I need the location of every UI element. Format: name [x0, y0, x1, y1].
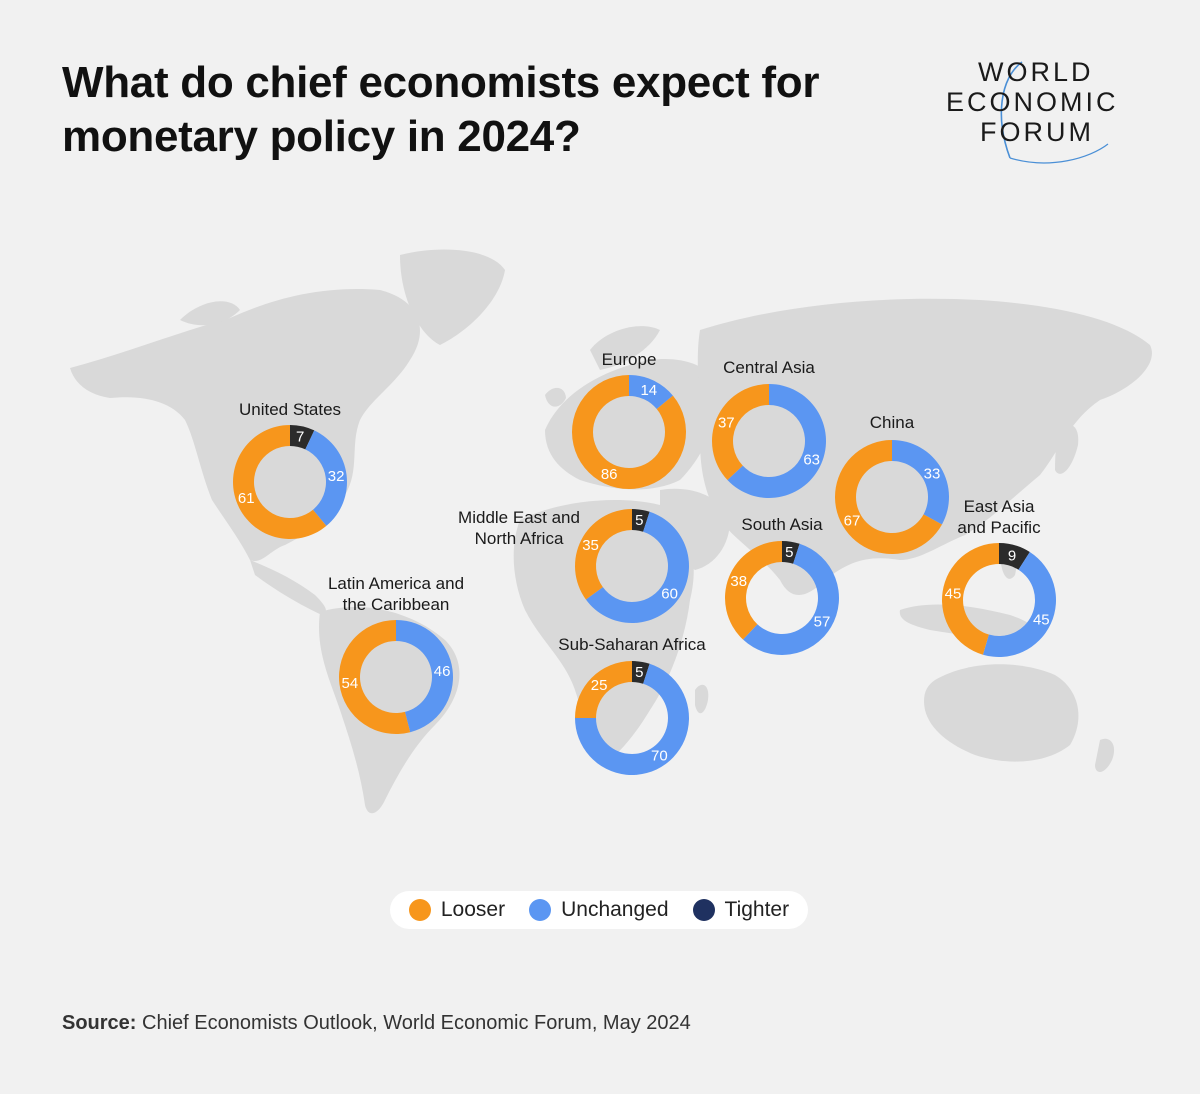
legend-label-unchanged: Unchanged	[561, 898, 669, 921]
value-label-looser-south-asia: 38	[730, 573, 747, 590]
legend-label-looser: Looser	[440, 898, 506, 921]
legend-swatch-unchanged	[529, 899, 552, 921]
legend-item-tighter: Tighter	[692, 898, 790, 922]
value-label-tighter-middle-east-and-north-africa: 5	[635, 512, 643, 529]
value-label-looser-middle-east-and-north-africa: 35	[582, 537, 599, 554]
slice-tighter-sub-saharan-africa	[632, 661, 650, 684]
slice-looser-united-states	[233, 425, 327, 539]
donut-europe: Europe 14 86	[572, 350, 687, 489]
value-label-looser-east-asia-and-pacific: 45	[945, 585, 962, 602]
slice-tighter-east-asia-and-pacific	[999, 543, 1030, 570]
donut-south-asia: South Asia 5 57 38	[725, 515, 840, 656]
value-label-unchanged-united-states: 32	[328, 468, 345, 485]
source-label: Source:	[62, 1012, 137, 1034]
value-label-looser-central-asia: 37	[718, 415, 735, 432]
region-label-united-states: United States	[239, 400, 341, 419]
region-label-south-asia: South Asia	[741, 515, 823, 534]
slice-unchanged-middle-east-and-north-africa	[585, 511, 689, 623]
donut-sub-saharan-africa: Sub-Saharan Africa 5 70 25	[558, 635, 706, 776]
value-label-unchanged-east-asia-and-pacific: 45	[1033, 611, 1050, 628]
slice-unchanged-east-asia-and-pacific	[982, 552, 1057, 658]
donut-middle-east-and-north-africa: Middle East and North Africa 5 60 35	[458, 508, 689, 623]
wef-logo: WORLD ECONOMIC FORUM	[940, 58, 1150, 168]
donut-latin-america-and-the-caribbean: Latin America and the Caribbean 46 54	[328, 574, 464, 735]
legend-item-unchanged: Unchanged	[529, 898, 669, 922]
region-label-east-asia-and-pacific: East Asia and Pacific	[957, 497, 1041, 537]
slice-unchanged-central-asia	[727, 384, 826, 498]
logo-line-3: FORUM	[980, 117, 1094, 147]
slice-unchanged-south-asia	[742, 543, 840, 656]
value-label-looser-united-states: 61	[238, 490, 255, 507]
slice-unchanged-united-states	[305, 430, 347, 526]
value-label-unchanged-central-asia: 63	[803, 451, 820, 468]
region-label-china: China	[870, 413, 915, 432]
slice-looser-east-asia-and-pacific	[941, 543, 999, 655]
logo-arc-icon	[1000, 61, 1109, 164]
region-label-europe: Europe	[602, 350, 657, 369]
logo-line-1: WORLD	[978, 57, 1094, 87]
slice-unchanged-europe	[629, 375, 673, 410]
legend-swatch-tighter	[692, 899, 715, 921]
slice-tighter-south-asia	[782, 541, 800, 564]
region-label-sub-saharan-africa: Sub-Saharan Africa	[558, 635, 706, 654]
logo-line-2: ECONOMIC	[946, 87, 1119, 117]
slice-looser-south-asia	[725, 541, 782, 640]
value-label-tighter-south-asia: 5	[785, 544, 793, 561]
slice-unchanged-latin-america-and-the-caribbean	[396, 620, 453, 733]
source-note: Source: Chief Economists Outlook, World …	[62, 1012, 691, 1035]
slice-unchanged-sub-saharan-africa	[575, 663, 689, 776]
legend-item-looser: Looser	[408, 898, 506, 922]
donut-central-asia: Central Asia 63 37	[712, 358, 826, 498]
value-label-unchanged-sub-saharan-africa: 70	[651, 748, 668, 765]
value-label-looser-europe: 86	[601, 466, 618, 483]
value-label-looser-sub-saharan-africa: 25	[591, 677, 608, 694]
region-label-latin-america-and-the-caribbean: Latin America and the Caribbean	[328, 574, 464, 614]
slice-tighter-united-states	[290, 425, 315, 450]
slice-looser-middle-east-and-north-africa	[574, 509, 632, 600]
slice-looser-china	[834, 440, 942, 554]
value-label-looser-latin-america-and-the-caribbean: 54	[342, 675, 359, 692]
donut-east-asia-and-pacific: East Asia and Pacific 9 45 45	[941, 497, 1057, 658]
donut-china: China 33 67	[834, 413, 949, 554]
donut-united-states: United States 7 32 61	[233, 400, 347, 539]
legend-swatch-looser	[408, 899, 431, 921]
slice-looser-europe	[572, 375, 687, 489]
slice-looser-sub-saharan-africa	[575, 661, 632, 718]
value-label-unchanged-latin-america-and-the-caribbean: 46	[434, 663, 451, 680]
legend: Looser Unchanged Tighter	[390, 891, 808, 929]
source-text: Chief Economists Outlook, World Economic…	[142, 1012, 691, 1034]
legend-label-tighter: Tighter	[724, 898, 790, 921]
value-label-looser-china: 67	[844, 513, 861, 530]
region-label-central-asia: Central Asia	[723, 358, 815, 377]
slice-unchanged-china	[892, 440, 949, 525]
region-label-middle-east-and-north-africa: Middle East and North Africa	[458, 508, 580, 548]
value-label-tighter-sub-saharan-africa: 5	[635, 664, 643, 681]
slice-tighter-middle-east-and-north-africa	[632, 509, 650, 532]
value-label-unchanged-china: 33	[924, 465, 941, 482]
value-label-tighter-east-asia-and-pacific: 9	[1008, 547, 1016, 564]
value-label-tighter-united-states: 7	[296, 429, 304, 446]
chart-title: What do chief economists expect for mone…	[62, 58, 820, 161]
value-label-unchanged-europe: 14	[640, 382, 657, 399]
slice-looser-latin-america-and-the-caribbean	[338, 620, 411, 735]
slice-looser-central-asia	[712, 384, 769, 481]
value-label-unchanged-south-asia: 57	[814, 614, 831, 631]
value-label-unchanged-middle-east-and-north-africa: 60	[661, 585, 678, 602]
